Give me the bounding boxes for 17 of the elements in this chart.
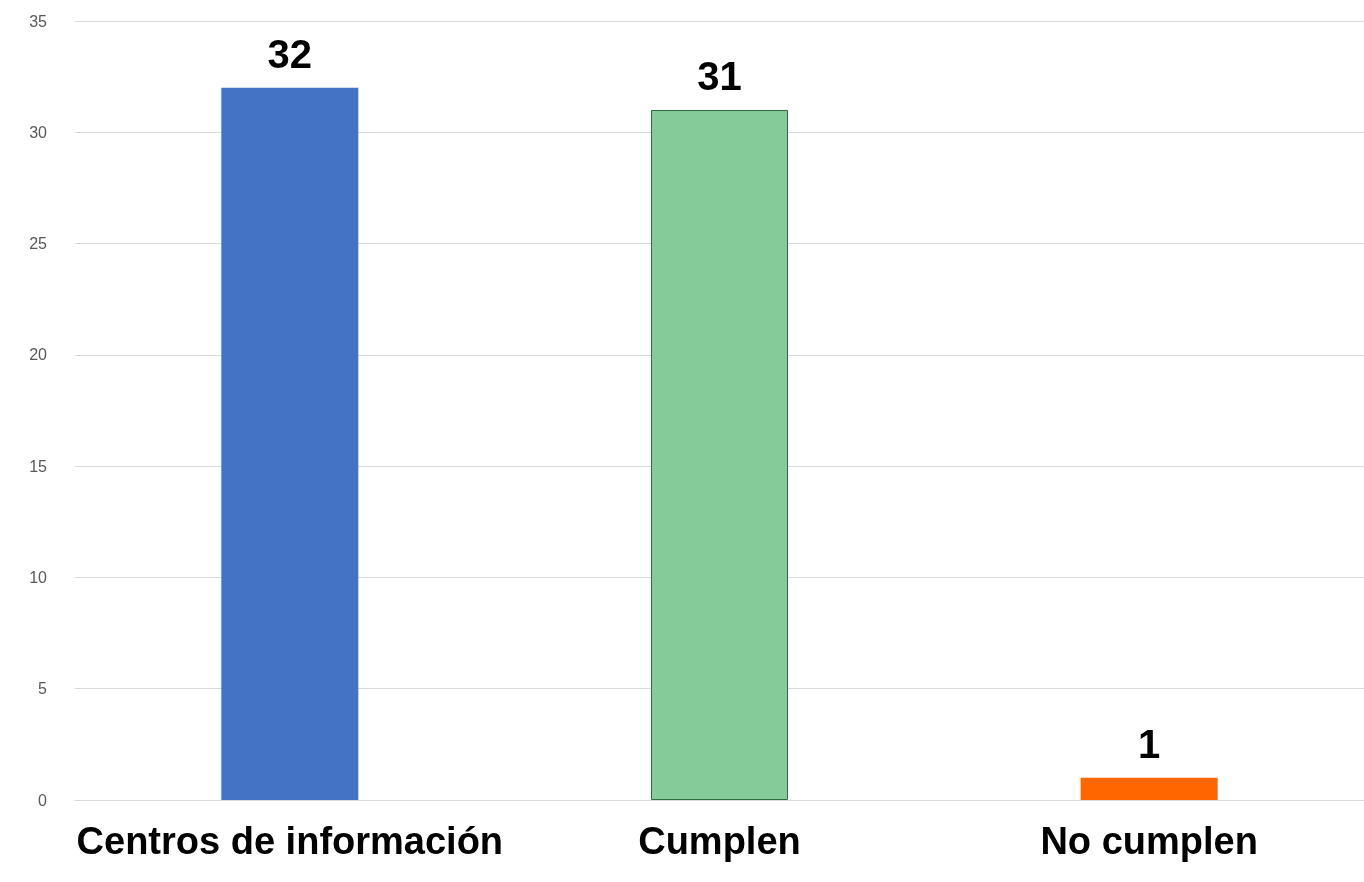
data-label: 1 (1138, 721, 1161, 766)
x-tick-label: Centros de información (76, 820, 504, 862)
data-label: 31 (697, 54, 742, 99)
y-tick-label: 35 (29, 12, 48, 30)
x-tick-label: Cumplen (638, 820, 801, 862)
bar (651, 110, 788, 800)
bar (1080, 777, 1218, 800)
y-tick-label: 10 (29, 568, 48, 586)
y-tick-label: 5 (38, 680, 48, 698)
y-tick-label: 0 (38, 791, 48, 809)
x-tick-label: No cumplen (1040, 820, 1258, 862)
y-tick-label: 25 (29, 235, 48, 253)
y-tick-label: 15 (29, 457, 48, 475)
data-label: 32 (267, 31, 313, 76)
bar (221, 87, 359, 800)
y-tick-label: 20 (29, 346, 48, 364)
y-tick-label: 30 (29, 123, 48, 141)
